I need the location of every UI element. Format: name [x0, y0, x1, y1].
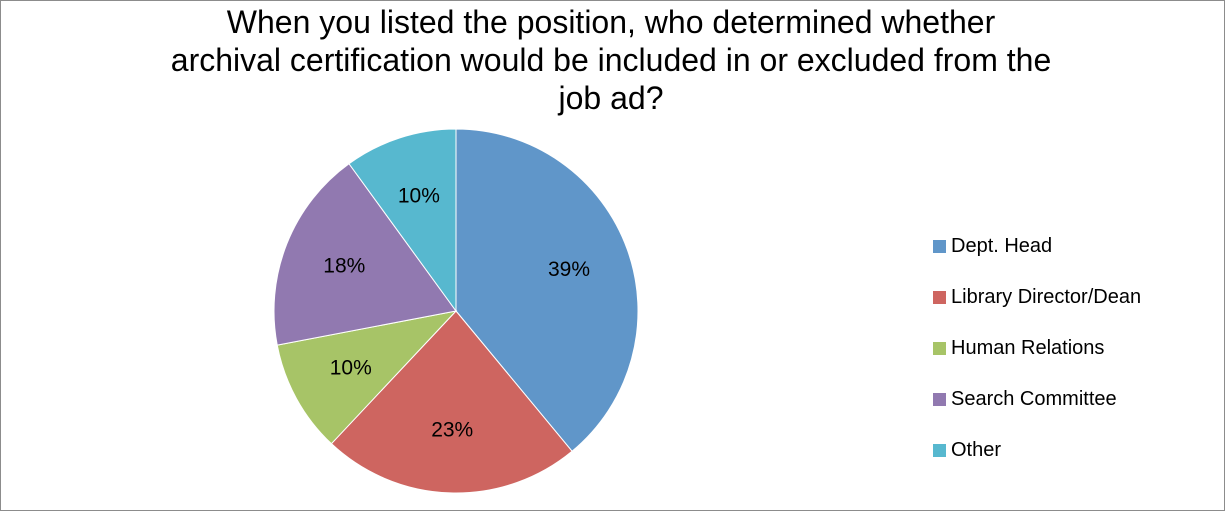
legend-label: Dept. Head: [951, 235, 1053, 257]
legend-swatch: [933, 291, 946, 304]
pie-slices: [273, 128, 639, 494]
legend-swatch: [933, 240, 946, 253]
legend-swatch: [933, 444, 946, 457]
legend-swatch: [933, 393, 946, 406]
legend-label: Search Committee: [951, 388, 1117, 410]
pie-slice-label-other: 10%: [398, 184, 440, 207]
pie-slice-other: [348, 128, 457, 313]
pie-slice-labels: 39% 23% 10% 18% 10%: [323, 184, 590, 441]
chart-title-line-1: When you listed the position, who determ…: [226, 4, 996, 40]
pie-slice-library-director-dean: [330, 310, 573, 494]
pie-slice-search-committee: [273, 163, 457, 346]
legend-swatch: [933, 342, 946, 355]
pie-slice-human-relations: [276, 310, 458, 445]
legend-label: Other: [951, 439, 1002, 461]
legend-item-dept-head: Dept. Head: [933, 221, 1141, 272]
chart-title-line-2: archival certification would be included…: [170, 42, 1052, 78]
pie-slice-label-search-committee: 18%: [323, 254, 365, 277]
legend-label: Library Director/Dean: [951, 286, 1142, 308]
pie-slice-label-dept-head: 39%: [548, 258, 590, 281]
legend-item-search-committee: Search Committee: [933, 374, 1141, 425]
pie-slice-label-human-relations: 10%: [330, 356, 372, 379]
chart-title: When you listed the position, who determ…: [61, 3, 1161, 117]
legend: Dept. Head Library Director/Dean Human R…: [933, 221, 1141, 476]
pie-slice-label-library-director-dean: 23%: [431, 419, 473, 442]
legend-item-human-relations: Human Relations: [933, 323, 1141, 374]
legend-item-library-director-dean: Library Director/Dean: [933, 272, 1141, 323]
chart-title-line-3: job ad?: [558, 80, 664, 116]
legend-item-other: Other: [933, 425, 1141, 476]
legend-label: Human Relations: [951, 337, 1105, 359]
pie-slice-dept-head: [455, 128, 639, 452]
